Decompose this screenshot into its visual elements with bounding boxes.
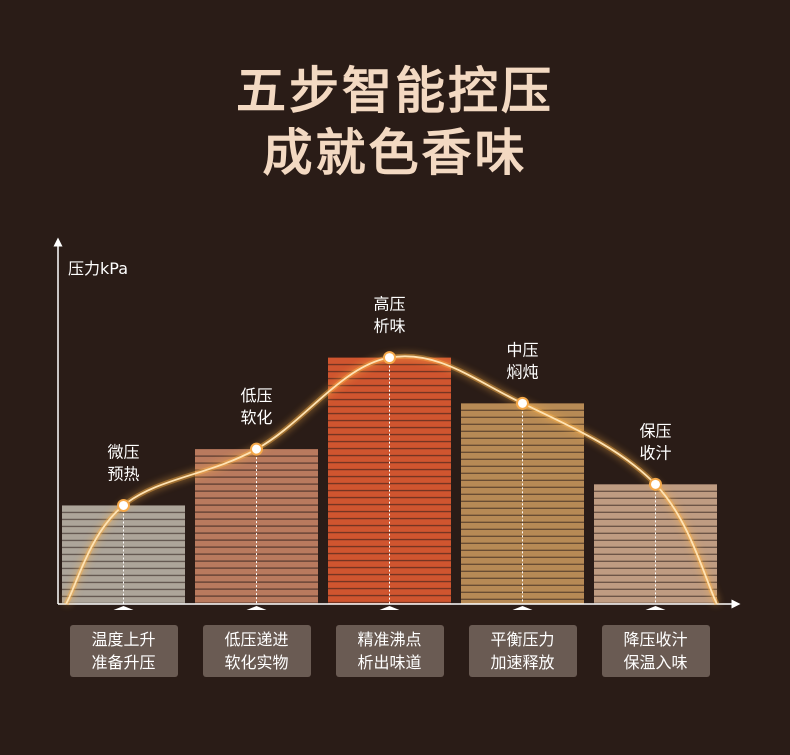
bar-label-2-line2: 软化 (240, 408, 272, 427)
bar-5 (594, 484, 717, 605)
bar-label-5-line2: 收汁 (639, 443, 671, 462)
stage-text-3-line1: 精准沸点 (357, 630, 422, 649)
stage-text-2-line1: 低压递进 (224, 630, 289, 649)
stage-text-4-line2: 加速释放 (490, 653, 555, 672)
curve-point-1 (117, 498, 130, 512)
tick-mark-4 (512, 606, 533, 610)
bar-label-2-line1: 低压 (240, 386, 272, 405)
stage-text-5-line1: 降压收汁 (623, 630, 688, 649)
bar-label-1-line1: 微压 (107, 442, 139, 461)
y-axis-label: 压力kPa (68, 259, 128, 278)
stage-text-2-line2: 软化实物 (224, 653, 289, 672)
stage-text-5-line2: 保温入味 (623, 653, 688, 672)
stage-text-1-line2: 准备升压 (91, 653, 156, 672)
bar-label-1-line2: 预热 (107, 464, 139, 483)
stage-box-2: 低压递进 软化实物 (202, 625, 311, 677)
stage-text-1-line1: 温度上升 (91, 630, 156, 649)
headline-line1: 五步智能控压 (236, 62, 554, 120)
curve-point-4 (516, 396, 529, 410)
stage-text-4-line1: 平衡压力 (490, 630, 555, 649)
stage-box-3: 精准沸点 析出味道 (335, 625, 444, 677)
bar-label-4-line2: 焖炖 (506, 362, 538, 381)
tick-mark-1 (113, 606, 134, 610)
bar-label-4-line1: 中压 (506, 340, 538, 359)
stage-box-4: 平衡压力 加速释放 (468, 625, 577, 677)
bar-label-3-line2: 析味 (373, 317, 405, 336)
bar-label-3-line1: 高压 (373, 295, 405, 314)
stage-text-3-line2: 析出味道 (357, 653, 422, 672)
stage-box-5: 降压收汁 保温入味 (601, 625, 710, 677)
curve-point-2 (250, 442, 263, 456)
curve-point-3 (383, 351, 396, 365)
tick-mark-2 (246, 606, 267, 610)
curve-point-5 (649, 477, 662, 491)
bar-label-5-line1: 保压 (639, 421, 671, 440)
tick-mark-5 (645, 606, 666, 610)
headline-line2: 成就色香味 (262, 124, 528, 182)
tick-mark-3 (379, 606, 400, 610)
stage-box-1: 温度上升 准备升压 (69, 625, 178, 677)
